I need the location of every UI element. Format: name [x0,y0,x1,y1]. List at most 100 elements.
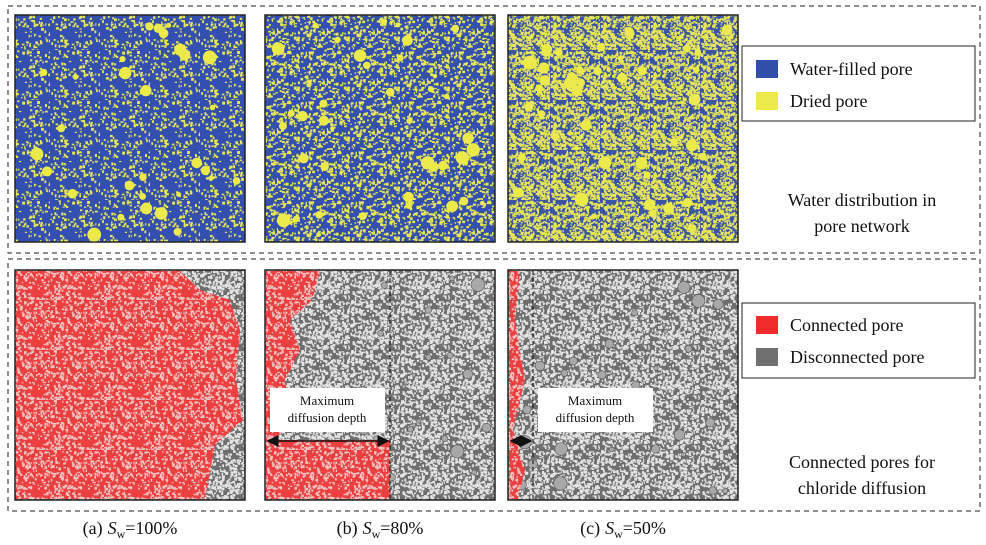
pore [713,299,723,309]
dried-pore [428,86,434,92]
note: Water distribution in [788,190,937,210]
dried-pore [456,151,469,164]
dried-pore [119,67,131,79]
dried-pore [403,192,414,203]
dried-pore [513,187,523,197]
dried-pore [433,74,437,78]
legend-label: Connected pore [790,315,903,335]
caption: (c)Sw=50% [580,518,666,541]
dried-pore [460,197,469,206]
pore [447,352,453,358]
dried-pore [585,206,589,210]
dried-pore [140,203,152,215]
figure: Maximumdiffusion depthMaximumdiffusion d… [0,0,986,545]
caption-part: =80% [380,518,423,538]
dried-pore [689,224,697,232]
dried-pore [363,62,370,69]
caption-part: =100% [125,518,177,538]
dried-pore [354,49,367,62]
dried-pore [406,118,412,124]
pore [722,488,728,494]
pore [651,445,659,453]
dried-pore [319,116,329,126]
dried-pore [592,214,597,219]
dried-pore [617,73,627,83]
dried-pore [618,55,624,61]
pore [381,282,387,288]
dried-pore [386,88,395,97]
dried-pore [191,158,202,169]
dried-pore [462,133,473,144]
pore [692,294,705,307]
dried-pore [145,22,153,30]
dried-pore [693,67,699,73]
dried-pore [567,131,571,135]
dried-pore [538,62,549,73]
dried-pore [139,173,147,181]
dried-pore [644,199,655,210]
dried-pore [624,27,633,36]
dried-pore [689,94,701,106]
dried-pore [201,166,211,176]
annotation: diffusion depth [288,410,367,425]
caption-part: (a) [83,518,103,539]
caption: (a)Sw=100% [83,518,178,541]
dried-pore [518,153,526,161]
dried-pore [663,203,674,214]
dried-pore [405,202,412,209]
dried-pore [523,56,537,70]
dried-pore [210,105,216,111]
pore [706,418,715,427]
note: chloride diffusion [798,478,926,498]
dried-pore [174,44,186,56]
dried-pore [694,49,701,56]
pore [408,426,414,432]
dried-pore [649,209,657,217]
dried-pore [451,25,459,33]
legend-label: Disconnected pore [790,347,924,367]
dried-pore [707,175,713,181]
dried-pore [233,177,241,185]
legend-label: Dried pore [790,91,867,111]
dried-pore [381,18,387,24]
dried-pore [446,200,458,212]
dried-pore [31,148,44,161]
dried-pore [402,35,413,46]
dried-pore [699,153,707,161]
dried-pore [395,22,400,27]
pore [681,452,685,456]
dried-pore [480,201,485,206]
pore [451,445,464,458]
dried-pore [683,198,692,207]
dried-pore [636,157,648,169]
dried-pore [597,43,606,52]
dried-pore [577,78,585,86]
annotation: diffusion depth [556,410,635,425]
dried-pore [312,23,318,29]
dried-pore [722,25,733,36]
pore [605,339,614,348]
legend-swatch [756,92,778,110]
dried-pore [73,74,79,80]
dried-pore [524,103,533,112]
dried-pore [438,161,447,170]
pore [555,443,568,456]
caption-part: (c) [580,518,600,539]
pore-map [15,15,245,242]
dried-pore [176,192,181,197]
dried-pore [87,228,101,242]
dried-pore [359,212,367,220]
dried-pore [320,162,329,171]
pore-map [265,15,495,242]
dried-pore [203,50,217,64]
pore [442,435,448,441]
dried-pore [139,193,146,200]
dried-pore [644,171,651,178]
dried-pore [683,45,691,53]
pore [402,385,406,389]
dried-pore [68,189,78,199]
legend-label: Water-filled pore [790,59,913,79]
pore [632,310,638,316]
annotation: Maximum [300,393,354,408]
caption-part: S [108,518,117,538]
